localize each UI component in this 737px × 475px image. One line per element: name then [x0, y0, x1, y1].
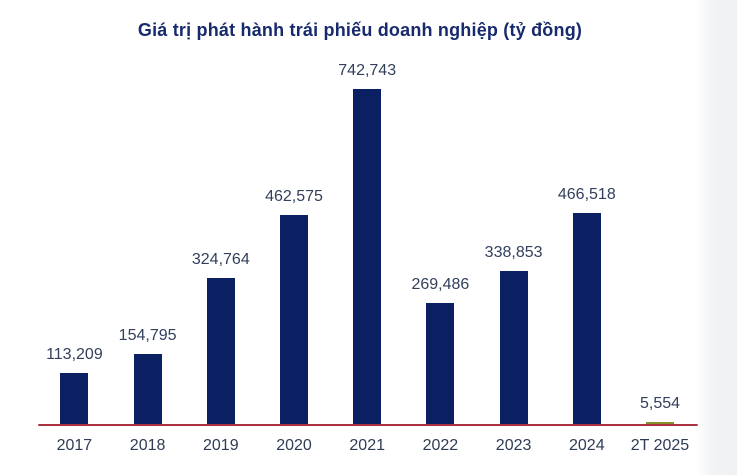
- category-label-2018: 2018: [129, 437, 166, 454]
- bar-2020: [280, 215, 308, 426]
- category-label-2017: 2017: [56, 437, 93, 454]
- value-label-2018: 154,795: [118, 327, 177, 345]
- chart-title: Giá trị phát hành trái phiếu doanh nghiệ…: [137, 20, 583, 40]
- category-label-2023: 2023: [495, 437, 532, 454]
- category-label-2021: 2021: [349, 437, 385, 454]
- category-label-2t-2025: 2T 2025: [630, 437, 690, 454]
- bar-2018: [133, 354, 162, 426]
- bar-2017: [60, 373, 89, 426]
- value-label-2020: 462,575: [265, 188, 323, 206]
- value-label-2019: 324,764: [191, 250, 250, 268]
- value-label-2021: 742,743: [338, 61, 397, 79]
- category-label-2022: 2022: [422, 437, 459, 454]
- x-axis-line: [38, 423, 698, 426]
- value-label-2023: 338,853: [484, 244, 543, 262]
- bar-2024: [572, 213, 601, 426]
- value-label-2017: 113,209: [46, 346, 103, 364]
- bar-2021: [353, 88, 382, 426]
- category-label-2020: 2020: [276, 437, 312, 454]
- bar-2019: [206, 277, 235, 426]
- category-label-2019: 2019: [203, 437, 239, 454]
- value-label-2022: 269,486: [411, 275, 470, 293]
- bar-2022: [426, 302, 455, 426]
- value-label-2024: 466,518: [557, 186, 616, 204]
- category-label-2024: 2024: [569, 437, 605, 454]
- value-label-2t-2025: 5,554: [639, 394, 681, 412]
- bar-2023: [499, 271, 528, 426]
